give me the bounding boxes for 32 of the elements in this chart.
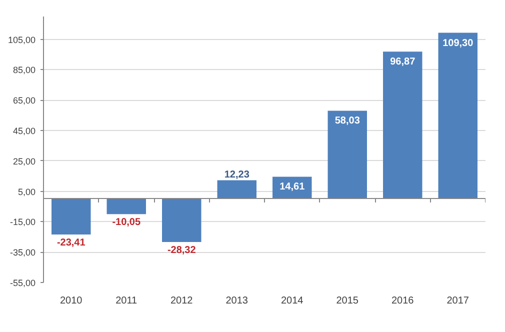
x-tick-label: 2012 [170, 296, 194, 306]
bar [438, 32, 478, 199]
data-label: 12,23 [224, 169, 250, 180]
x-tick-label: 2014 [281, 296, 304, 306]
data-label: 58,03 [334, 116, 360, 127]
bar [106, 198, 146, 214]
x-tick-label: 2013 [226, 296, 248, 306]
y-tick-label: 5,00 [18, 186, 36, 197]
y-tick-label: -15,00 [10, 217, 36, 228]
y-tick-label: -35,00 [10, 248, 36, 258]
x-tick-label: 2011 [116, 296, 138, 306]
x-tick-label: 2016 [392, 296, 414, 306]
data-label: 109,30 [442, 38, 474, 49]
bar [52, 198, 91, 234]
data-label: -28,32 [167, 244, 196, 256]
x-tick-label: 2010 [60, 296, 83, 306]
y-tick-label: -55,00 [10, 278, 36, 288]
bar [217, 180, 256, 199]
bar [162, 198, 202, 242]
x-tick-label: 2015 [336, 296, 359, 306]
bar [328, 110, 367, 199]
x-tick-label: 2017 [446, 296, 470, 306]
data-label: -10,05 [112, 217, 141, 228]
data-label: 14,61 [280, 182, 306, 193]
y-tick-label: 105,00 [8, 34, 36, 45]
y-tick-label: 85,00 [12, 65, 36, 76]
y-tick-label: 45,00 [12, 126, 36, 136]
y-tick-label: 65,00 [12, 96, 36, 106]
y-tick-label: 25,00 [12, 156, 36, 166]
data-label: 96,87 [390, 56, 416, 68]
data-label: -23,41 [56, 237, 86, 248]
bar [383, 52, 422, 199]
